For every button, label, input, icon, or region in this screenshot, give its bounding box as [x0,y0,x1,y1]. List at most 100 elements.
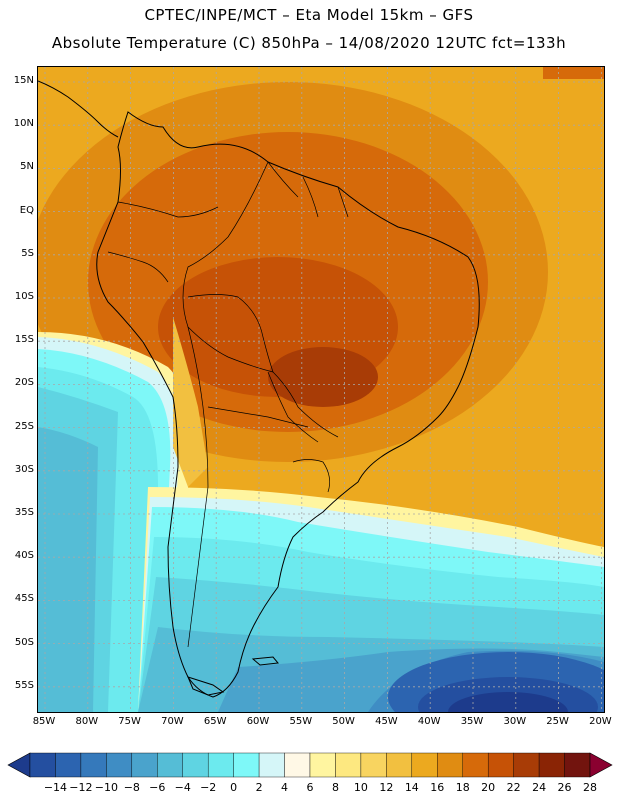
colorbar-tick-label: 28 [583,781,597,794]
tierra-del-fuego [187,676,225,696]
colorbar-tick-label: 22 [506,781,521,794]
lat-label: 15S [14,334,34,346]
colorbar-swatch [564,752,591,778]
lon-label: 65W [203,716,227,727]
colorbar-tick-label: −6 [149,781,166,794]
colorbar-tick-label: −12 [69,781,93,794]
lon-label: 55W [289,716,313,727]
band-24 [268,347,378,407]
colorbar-swatch [55,752,82,778]
border-andes [187,326,209,648]
lon-label: 50W [332,716,355,727]
lon-label: 60W [246,716,270,727]
colorbar-swatch [487,752,514,778]
falklands [251,656,279,666]
colorbar-tick-label: −14 [43,781,68,794]
lat-label: 15N [13,75,34,86]
lat-label: 45S [14,593,34,605]
lat-label: 50S [14,636,34,648]
lon-label: 40W [417,716,441,727]
colorbar-tick-label: −4 [174,781,191,794]
colorbar-swatch [106,752,133,778]
lat-label: 25S [14,420,34,432]
border-peru-ecuador [107,251,169,283]
band-nw-warm [543,67,604,79]
colorbar-swatch [411,752,438,778]
coastlines [38,80,480,698]
lon-label: 75W [118,716,141,727]
border-colombia [117,201,219,218]
colorbar-swatch [131,752,158,778]
band-pacific-m4 [38,427,98,712]
colorbar [7,752,613,778]
border-argentina-north [207,406,309,428]
colorbar-swatch [182,752,209,778]
lat-label: EQ [19,204,34,216]
colorbar-tick-label: −8 [123,781,140,794]
colorbar-tick-label: 20 [481,781,496,794]
lat-label: 30S [14,463,34,475]
colorbar-tick-label: 6 [306,781,314,794]
colorbar-swatch [80,752,107,778]
colorbar-arrow-low [7,752,31,778]
colorbar-tick-label: 18 [455,781,470,794]
country-borders [107,161,349,648]
colorbar-swatch [258,752,285,778]
colorbar-swatch [513,752,540,778]
colorbar-tick-label: 26 [557,781,572,794]
lat-label: 40S [14,550,34,562]
lon-label: 25W [546,716,569,727]
lon-label: 30W [503,716,527,727]
border-uruguay [292,459,330,493]
title-line-2: Absolute Temperature (C) 850hPa – 14/08/… [51,34,567,52]
lon-label: 35W [460,716,484,727]
colorbar-tick-label: 24 [532,781,547,794]
lat-label: 10S [14,291,34,302]
colorbar-arrow-high [589,752,613,778]
colorbar-swatch [207,752,234,778]
colorbar-swatch [462,752,489,778]
colorbar-swatch [233,752,260,778]
colorbar-swatch [157,752,183,778]
lon-label: 45W [375,716,398,727]
band-andes [173,317,208,487]
colorbar-swatch [335,752,362,778]
lat-label: 35S [14,507,34,518]
map-panel [37,66,605,713]
border-paraguay [267,371,319,443]
colorbar-swatch [284,752,311,778]
border-guianas [267,161,349,218]
colorbar-swatch [538,752,565,778]
south-america-coastline [96,111,480,698]
colorbar-swatch [309,752,336,778]
lat-lon-grid [38,67,604,712]
colorbar-tick-label: 14 [404,781,419,794]
border-bolivia [187,294,274,373]
colorbar-swatch [386,752,413,778]
title-line-1: CPTEC/INPE/MCT – Eta Model 15km – GFS [144,6,474,24]
colorbar-tick-label: 12 [379,781,394,794]
colorbar-swatch [437,752,463,778]
colorbar-tick-label: 2 [255,781,263,794]
lat-label: 5N [20,161,34,173]
lat-label: 20S [14,377,34,389]
lon-label: 85W [32,716,56,727]
colorbar-tick-label: −2 [200,781,217,794]
lat-label: 55S [14,679,34,691]
lon-label: 20W [589,716,612,727]
temperature-field [38,67,604,712]
colorbar-tick-label: 4 [281,781,289,794]
lat-label: 10N [13,118,34,130]
colorbar-tick-label: 10 [353,781,368,794]
colorbar-tick-label: 16 [430,781,445,794]
central-america-coastline [38,80,119,138]
colorbar-swatch [360,752,387,778]
colorbar-swatch [29,752,56,778]
colorbar-tick-label: 0 [230,781,238,794]
lat-label: 5S [21,247,34,259]
band-south-m14 [448,692,568,712]
border-brazil-west [182,161,339,438]
colorbar-tick-label: −10 [94,781,118,794]
lon-label: 70W [161,716,184,727]
lon-label: 80W [75,716,99,727]
